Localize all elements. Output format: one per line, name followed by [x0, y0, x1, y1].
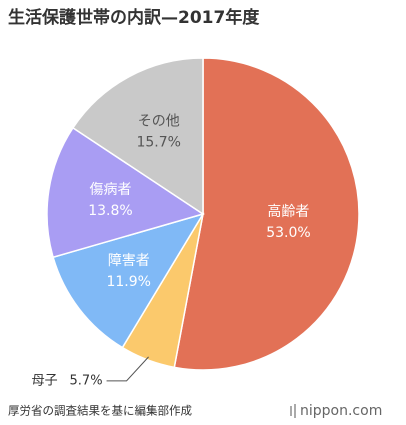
- logo-bar: [294, 404, 296, 418]
- brand-logo: nippon.com: [290, 403, 382, 419]
- pie-slice: [46, 126, 205, 259]
- slice-value-label: 5.7%: [70, 373, 103, 388]
- slice-value-label: 15.7%: [136, 135, 180, 151]
- chart-title: 生活保護世帯の内訳—2017年度: [8, 7, 260, 28]
- slice-label: 母子: [32, 373, 58, 388]
- slice-value-label: 11.9%: [106, 274, 150, 290]
- pie-slice: [71, 57, 204, 216]
- pie: 高齢者 53.0% 母子 5.7% 障害者 11.9% 傷病者 13.8% その他 15.7%: [32, 57, 360, 388]
- pie-slice: [52, 212, 205, 349]
- logo-bar: [290, 406, 292, 416]
- slice-value-label: 53.0%: [266, 225, 310, 241]
- slice-label: 障害者: [108, 253, 150, 269]
- slice-label: 高齢者: [267, 203, 309, 220]
- slice-label: その他: [138, 114, 180, 130]
- slice-value-label: 13.8%: [88, 203, 132, 219]
- slice-label: 傷病者: [89, 182, 131, 198]
- pie-slice: [173, 57, 360, 371]
- brand: nippon.com: [300, 403, 382, 419]
- leader-line: [106, 356, 149, 382]
- source-note: 厚労省の調査結果を基に編集部作成: [8, 404, 192, 418]
